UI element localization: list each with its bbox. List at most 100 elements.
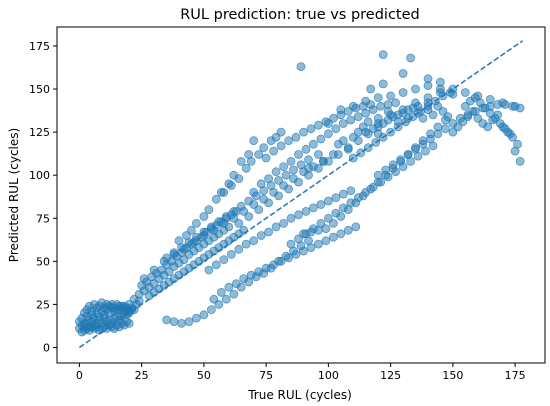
data-point bbox=[351, 222, 361, 232]
data-point bbox=[276, 141, 286, 151]
data-point bbox=[433, 129, 443, 139]
data-point bbox=[403, 113, 413, 123]
x-axis-title: True RUL (cycles) bbox=[247, 388, 352, 402]
data-point bbox=[358, 191, 368, 201]
data-point bbox=[169, 249, 179, 259]
data-point bbox=[510, 101, 520, 111]
x-axis: 0 25 50 75 100 125 150 175 bbox=[76, 363, 526, 382]
data-point bbox=[373, 93, 383, 102]
data-point bbox=[286, 213, 296, 223]
data-point bbox=[306, 227, 316, 237]
data-point bbox=[323, 196, 333, 206]
data-point bbox=[264, 198, 274, 208]
y-tick-label: 50 bbox=[36, 255, 50, 268]
data-point bbox=[127, 305, 137, 315]
data-point bbox=[485, 95, 495, 104]
data-point bbox=[391, 98, 401, 108]
data-point bbox=[219, 187, 229, 197]
data-point bbox=[177, 318, 186, 328]
data-point bbox=[259, 143, 269, 153]
y-tick-label: 100 bbox=[29, 169, 50, 182]
data-point bbox=[316, 200, 326, 209]
data-point bbox=[323, 119, 333, 128]
data-point bbox=[211, 260, 221, 270]
data-point bbox=[269, 146, 279, 156]
data-point bbox=[191, 218, 201, 228]
data-point bbox=[321, 224, 331, 234]
data-point bbox=[259, 268, 269, 278]
data-point bbox=[373, 170, 383, 180]
data-point bbox=[313, 225, 323, 235]
data-point bbox=[204, 205, 214, 215]
data-point bbox=[261, 153, 271, 163]
data-point bbox=[418, 113, 428, 123]
data-point bbox=[366, 84, 376, 94]
data-point bbox=[406, 53, 416, 63]
data-point bbox=[294, 150, 303, 159]
data-point bbox=[184, 317, 194, 327]
data-point bbox=[294, 177, 303, 187]
data-point bbox=[336, 229, 346, 239]
data-point bbox=[281, 170, 291, 180]
data-point bbox=[313, 120, 323, 130]
data-point bbox=[189, 237, 199, 247]
y-axis-title: Predicted RUL (cycles) bbox=[7, 128, 21, 262]
data-point bbox=[229, 289, 239, 299]
data-point bbox=[505, 129, 515, 139]
data-point bbox=[336, 212, 346, 221]
data-point bbox=[204, 265, 214, 275]
data-point bbox=[179, 244, 189, 254]
data-point bbox=[234, 174, 244, 184]
data-point bbox=[294, 210, 303, 220]
data-point bbox=[343, 144, 353, 154]
x-tick-label: 125 bbox=[380, 369, 401, 382]
data-point bbox=[199, 310, 209, 320]
data-point bbox=[271, 222, 281, 232]
x-tick-label: 0 bbox=[76, 369, 83, 382]
data-point bbox=[423, 74, 433, 84]
data-point bbox=[403, 150, 413, 159]
data-point bbox=[336, 105, 346, 115]
data-point bbox=[284, 136, 294, 146]
data-point bbox=[448, 89, 458, 99]
y-axis: 0 25 50 75 100 125 150 175 bbox=[29, 40, 57, 354]
data-point bbox=[376, 101, 386, 111]
data-point bbox=[313, 150, 323, 159]
data-point bbox=[398, 88, 408, 97]
data-point bbox=[276, 127, 286, 137]
data-point bbox=[286, 239, 296, 249]
data-point bbox=[331, 193, 341, 203]
data-point bbox=[338, 189, 348, 199]
data-point bbox=[149, 265, 159, 275]
x-tick-label: 75 bbox=[259, 369, 273, 382]
data-point bbox=[381, 165, 391, 175]
data-point bbox=[333, 150, 343, 159]
data-point bbox=[308, 139, 318, 149]
data-point bbox=[386, 91, 396, 101]
data-point bbox=[418, 139, 428, 149]
data-point bbox=[468, 107, 478, 116]
data-point bbox=[373, 129, 383, 139]
data-point bbox=[343, 225, 353, 235]
data-point bbox=[328, 218, 338, 228]
data-point bbox=[428, 110, 438, 120]
data-point bbox=[351, 198, 361, 208]
data-point bbox=[271, 167, 281, 177]
data-point bbox=[423, 93, 433, 102]
plot-area bbox=[75, 50, 525, 337]
data-point bbox=[306, 124, 316, 134]
data-point bbox=[460, 88, 470, 97]
data-point bbox=[256, 231, 266, 240]
data-point bbox=[338, 119, 348, 128]
data-point bbox=[244, 212, 254, 221]
data-point bbox=[301, 144, 311, 154]
data-point bbox=[483, 122, 493, 132]
data-point bbox=[328, 232, 338, 242]
data-point bbox=[162, 315, 172, 325]
data-point bbox=[323, 129, 333, 139]
data-point bbox=[289, 165, 298, 175]
data-point bbox=[254, 205, 264, 215]
data-point bbox=[316, 134, 326, 144]
data-point bbox=[182, 231, 191, 240]
data-point bbox=[236, 282, 246, 292]
